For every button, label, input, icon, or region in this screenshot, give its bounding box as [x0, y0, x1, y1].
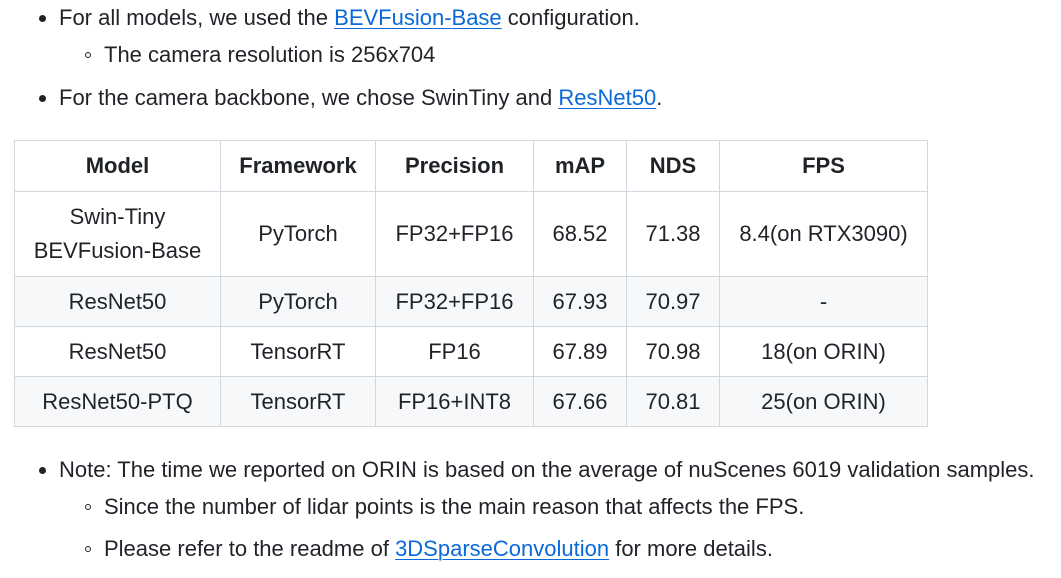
cell-fps: - [719, 276, 928, 327]
cell-nds: 70.98 [626, 326, 720, 377]
cell-model: Swin-Tiny BEVFusion-Base [14, 191, 221, 277]
bullet-disc-icon [39, 467, 46, 474]
cell-framework: PyTorch [220, 191, 376, 277]
cell-precision: FP32+FP16 [375, 276, 534, 327]
notes-item-1-sub-1: Since the number of lidar points is the … [104, 494, 805, 519]
intro-item-1: For all models, we used the BEVFusion-Ba… [59, 5, 640, 31]
cell-nds: 70.97 [626, 276, 720, 327]
header-map: mAP [533, 140, 627, 192]
intro-item-1-before: For all models, we used the [59, 5, 335, 30]
header-nds: NDS [626, 140, 720, 192]
cell-model: ResNet50 [14, 326, 221, 377]
cell-nds: 70.81 [626, 376, 720, 427]
table-row: ResNet50-PTQ TensorRT FP16+INT8 67.66 70… [14, 376, 928, 427]
cell-nds: 71.38 [626, 191, 720, 277]
header-framework: Framework [220, 140, 376, 192]
cell-framework: TensorRT [220, 376, 376, 427]
intro-item-2-before: For the camera backbone, we chose SwinTi… [59, 85, 559, 110]
notes-sub-2-after: for more details. [609, 536, 773, 561]
cell-map: 67.66 [533, 376, 627, 427]
cell-map: 67.89 [533, 326, 627, 377]
table-header-row: Model Framework Precision mAP NDS FPS [14, 140, 928, 192]
cell-precision: FP32+FP16 [375, 191, 534, 277]
cell-model: ResNet50 [14, 276, 221, 327]
3dsparseconvolution-link[interactable]: 3DSparseConvolution [395, 536, 610, 561]
header-model: Model [14, 140, 221, 192]
resnet50-link[interactable]: ResNet50 [558, 85, 657, 110]
cell-model: ResNet50-PTQ [14, 376, 221, 427]
intro-item-2-after: . [656, 85, 663, 110]
cell-model-line-1: Swin-Tiny [69, 204, 166, 229]
results-table: Model Framework Precision mAP NDS FPS Sw… [14, 140, 928, 427]
bullet-circle-icon [85, 52, 91, 58]
cell-fps: 8.4(on RTX3090) [719, 191, 928, 277]
bullet-disc-icon [39, 95, 46, 102]
intro-item-1-sub: The camera resolution is 256x704 [104, 42, 436, 67]
notes-sub-2-before: Please refer to the readme of [104, 536, 396, 561]
bullet-disc-icon [39, 15, 46, 22]
cell-precision: FP16+INT8 [375, 376, 534, 427]
header-fps: FPS [719, 140, 928, 192]
notes-item-1-sub-2: Please refer to the readme of 3DSparseCo… [104, 536, 773, 562]
cell-map: 67.93 [533, 276, 627, 327]
cell-precision: FP16 [375, 326, 534, 377]
bevfusion-base-link[interactable]: BEVFusion-Base [334, 5, 502, 30]
cell-fps: 25(on ORIN) [719, 376, 928, 427]
table-row: ResNet50 TensorRT FP16 67.89 70.98 18(on… [14, 326, 928, 377]
header-precision: Precision [375, 140, 534, 192]
cell-fps: 18(on ORIN) [719, 326, 928, 377]
bullet-circle-icon [85, 504, 91, 510]
bullet-circle-icon [85, 546, 91, 552]
cell-model-line-2: BEVFusion-Base [33, 238, 202, 263]
notes-item-1: Note: The time we reported on ORIN is ba… [59, 457, 1035, 482]
cell-map: 68.52 [533, 191, 627, 277]
cell-framework: PyTorch [220, 276, 376, 327]
intro-item-2: For the camera backbone, we chose SwinTi… [59, 85, 662, 111]
table-row: ResNet50 PyTorch FP32+FP16 67.93 70.97 - [14, 276, 928, 327]
table-row: Swin-Tiny BEVFusion-Base PyTorch FP32+FP… [14, 191, 928, 277]
intro-item-1-after: configuration. [501, 5, 640, 30]
cell-framework: TensorRT [220, 326, 376, 377]
